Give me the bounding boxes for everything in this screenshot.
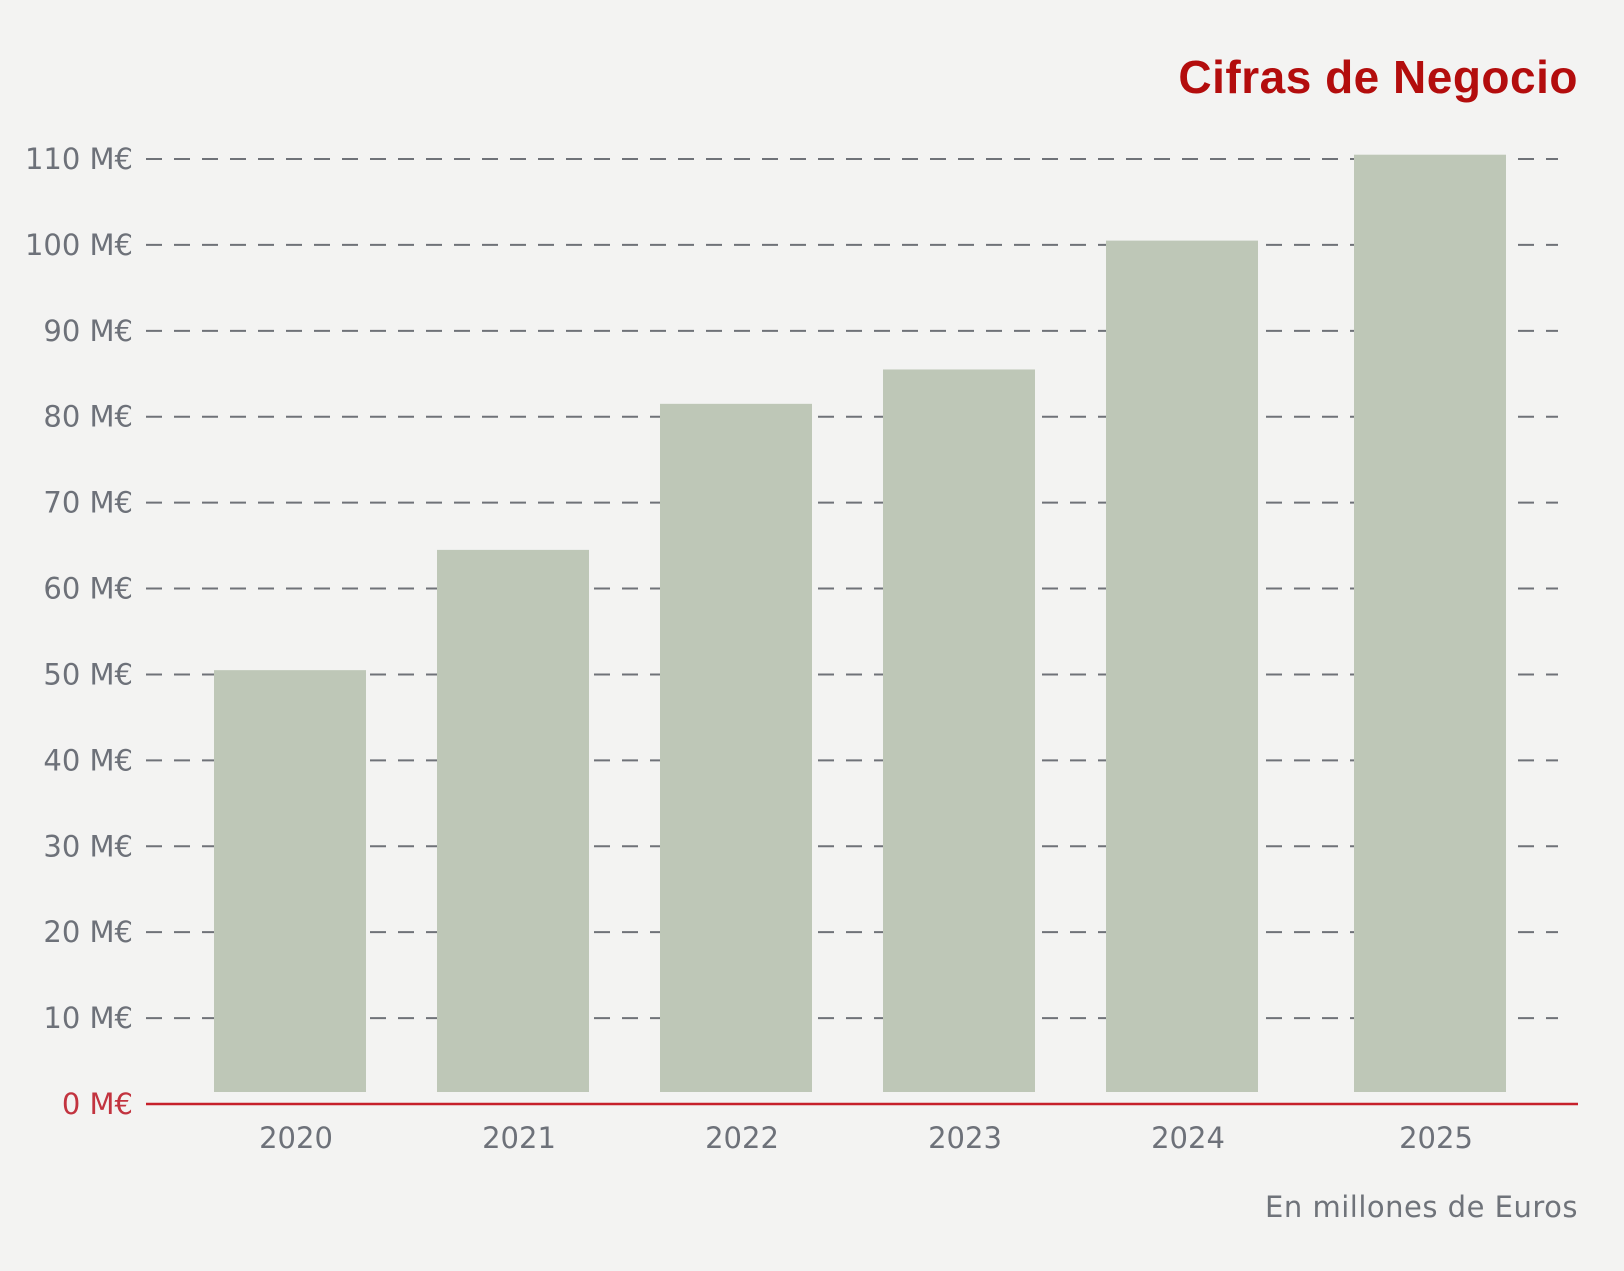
bar-2021 — [437, 549, 589, 1092]
x-tick-label-2022: 2022 — [705, 1121, 779, 1155]
x-tick-label-2023: 2023 — [928, 1121, 1002, 1155]
y-tick-label-20: 20 M€ — [43, 915, 133, 949]
y-tick-label-90: 90 M€ — [43, 314, 133, 348]
y-tick-label-110: 110 M€ — [25, 142, 133, 176]
bar-2023 — [883, 369, 1035, 1092]
y-tick-label-50: 50 M€ — [43, 657, 133, 691]
y-tick-label-30: 30 M€ — [43, 829, 133, 863]
y-tick-label-40: 40 M€ — [43, 743, 133, 777]
y-tick-label-100: 100 M€ — [25, 228, 133, 262]
x-tick-label-2020: 2020 — [259, 1121, 333, 1155]
y-tick-label-70: 70 M€ — [43, 486, 133, 520]
units-note: En millones de Euros — [1265, 1190, 1578, 1224]
bar-2024 — [1106, 240, 1258, 1092]
bar-2025 — [1354, 154, 1506, 1093]
chart-title: Cifras de Negocio — [1178, 51, 1578, 103]
y-tick-label-60: 60 M€ — [43, 572, 133, 606]
bar-2022 — [660, 403, 812, 1092]
bar-2020 — [214, 670, 366, 1092]
x-tick-label-2025: 2025 — [1399, 1121, 1473, 1155]
y-tick-label-10: 10 M€ — [43, 1001, 133, 1035]
x-tick-label-2024: 2024 — [1151, 1121, 1225, 1155]
x-tick-label-2021: 2021 — [482, 1121, 556, 1155]
y-tick-label-80: 80 M€ — [43, 400, 133, 434]
y-tick-label-0: 0 M€ — [62, 1087, 133, 1121]
